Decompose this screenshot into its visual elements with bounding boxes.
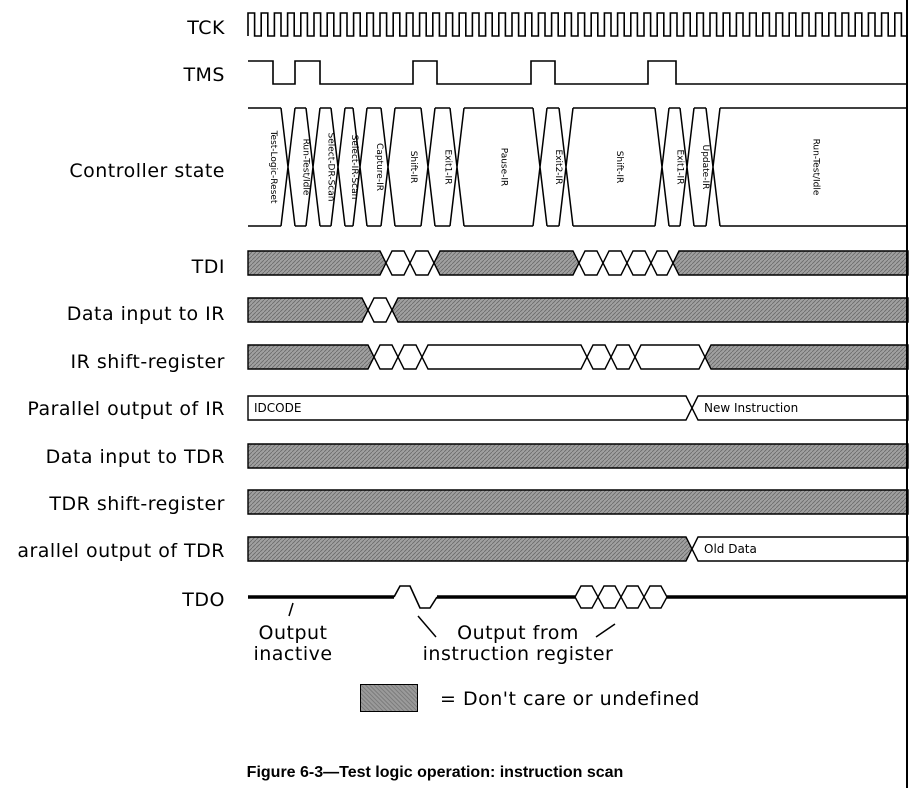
- data-input-ir-segment: [391, 297, 909, 323]
- tdo-bit-transition: [393, 585, 438, 609]
- figure-caption: Figure 6-3—Test logic operation: instruc…: [246, 764, 624, 781]
- parallel-ir-segment: [247, 395, 693, 421]
- state-label: Shift-IR: [614, 151, 624, 184]
- label-tdo: TDO: [182, 589, 225, 611]
- parallel-ir-value: New Instruction: [704, 401, 798, 415]
- tdi-segment: [247, 250, 387, 276]
- tdi-segment: [578, 250, 604, 276]
- tdi-segment: [409, 250, 435, 276]
- tdi-segment: [602, 250, 628, 276]
- ir-shift-segment: [634, 344, 706, 370]
- data-input-tdr-segment: [247, 443, 909, 469]
- controller-state-bus: [248, 107, 908, 227]
- pointer-output-from-ir: [595, 623, 616, 638]
- tdi-segment: [672, 250, 909, 276]
- label-tck: TCK: [187, 17, 225, 39]
- ir-shift-segment: [373, 344, 399, 370]
- label-tdi: TDI: [191, 256, 225, 278]
- ir-shift-segment: [704, 344, 909, 370]
- parallel-ir-segment: [691, 395, 909, 421]
- tdr-shift-segment: [247, 489, 909, 515]
- state-label: Exit1-IR: [443, 150, 453, 185]
- tdi-segment: [626, 250, 652, 276]
- parallel-tdr-value: Old Data: [704, 542, 757, 556]
- label-controller-state: Controller state: [69, 160, 225, 182]
- label-tdr-shift-register: TDR shift-register: [49, 493, 225, 515]
- state-label: Select-IR-Scan: [349, 135, 359, 200]
- data-input-ir-segment: [247, 297, 369, 323]
- tdo-output-bits: [574, 585, 668, 609]
- state-label: Capture-IR: [374, 143, 384, 191]
- legend-text: = Don't care or undefined: [440, 688, 700, 710]
- tdi-segment: [385, 250, 411, 276]
- ir-shift-segment: [586, 344, 612, 370]
- tdi-segment: [433, 250, 580, 276]
- label-parallel-output-ir: Parallel output of IR: [27, 398, 225, 420]
- tdi-segment: [650, 250, 674, 276]
- pointer-output-inactive: [288, 602, 294, 617]
- legend-dont-care-swatch: [360, 684, 418, 712]
- label-data-input-ir: Data input to IR: [66, 303, 225, 325]
- data-input-ir-segment: [367, 297, 393, 323]
- tms-waveform: [248, 60, 908, 85]
- ir-shift-segment: [247, 344, 375, 370]
- ir-shift-segment: [421, 344, 588, 370]
- tck-waveform: [247, 12, 908, 37]
- label-parallel-output-tdr: arallel output of TDR: [17, 540, 225, 562]
- state-label: Run-Test/Idle: [301, 139, 311, 196]
- state-label: Exit1-IR: [675, 150, 685, 185]
- state-label: Select-DR-Scan: [326, 133, 336, 202]
- parallel-tdr-segment: [691, 536, 909, 562]
- ir-shift-segment: [397, 344, 423, 370]
- state-label: Shift-IR: [408, 151, 418, 184]
- state-label: Update-IR: [700, 145, 710, 190]
- label-data-input-tdr: Data input to TDR: [45, 446, 225, 468]
- parallel-ir-value: IDCODE: [254, 401, 301, 415]
- ir-shift-segment: [610, 344, 636, 370]
- state-label: Exit2-IR: [553, 150, 563, 185]
- state-label: Test-Logic-Reset: [268, 130, 278, 204]
- pointer-output-from-ir: [417, 615, 437, 638]
- state-label: Run-Test/Idle: [811, 139, 821, 196]
- annotation-output-from-ir: Output from instruction register: [422, 622, 614, 665]
- state-label: Pause-IR: [499, 148, 509, 187]
- annotation-output-inactive: Output inactive: [253, 622, 333, 665]
- label-tms: TMS: [183, 64, 225, 86]
- label-ir-shift-register: IR shift-register: [70, 351, 225, 373]
- page-edge-rule: [906, 0, 908, 788]
- parallel-tdr-segment: [247, 536, 693, 562]
